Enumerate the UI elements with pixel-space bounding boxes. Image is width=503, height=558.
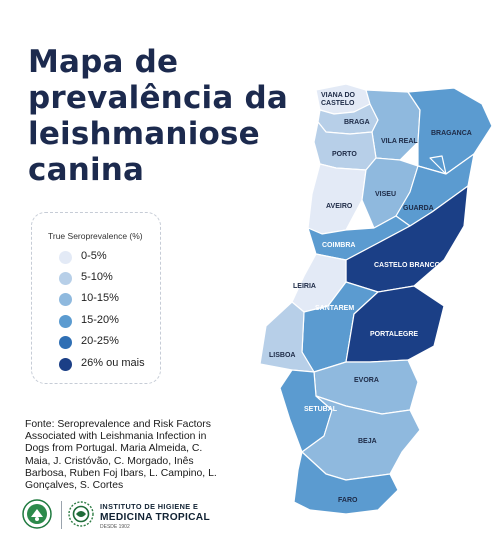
- district-faro[interactable]: [293, 451, 399, 515]
- map-label-setubal: SETUBAL: [304, 406, 338, 413]
- map-label-braga: BRAGA: [344, 119, 370, 126]
- map-label-castelo-branco: CASTELO BRANCO: [374, 262, 441, 269]
- map-label-vila-real: VILA REAL: [381, 138, 418, 145]
- legend-label: 15-20%: [81, 314, 119, 326]
- legend-label: 0-5%: [81, 250, 107, 262]
- legend-swatch: [59, 336, 72, 349]
- legend-swatch: [59, 358, 72, 371]
- legend-label: 20-25%: [81, 335, 119, 347]
- legend: True Seroprevalence (%) 0-5% 5-10% 10-15…: [31, 212, 161, 384]
- map-label-viseu: VISEU: [375, 191, 396, 198]
- source-citation: Fonte: Seroprevalence and Risk Factors A…: [25, 419, 217, 492]
- footer-logos: INSTITUTO DE HIGIENE E MEDICINA TROPICAL…: [22, 497, 222, 537]
- institution-line-2: MEDICINA TROPICAL: [100, 512, 210, 523]
- map-label-faro: FARO: [338, 497, 358, 504]
- map-label-leiria: LEIRIA: [293, 283, 316, 290]
- map-label-braganca: BRAGANCA: [431, 130, 472, 137]
- title-line-4: canina: [28, 152, 145, 188]
- institution-name: INSTITUTO DE HIGIENE E MEDICINA TROPICAL…: [100, 502, 210, 530]
- legend-label: 10-15%: [81, 292, 119, 304]
- map-label-coimbra: COIMBRA: [322, 242, 355, 249]
- title-line-2: prevalência da: [28, 80, 288, 116]
- title-line-3: leishmaniose: [28, 116, 260, 152]
- page-title: Mapa de prevalência da leishmaniose cani…: [28, 44, 288, 188]
- legend-label: 5-10%: [81, 271, 113, 283]
- university-seal-icon: [22, 499, 52, 529]
- legend-swatch: [59, 315, 72, 328]
- legend-swatch: [59, 251, 72, 264]
- map-label-aveiro: AVEIRO: [326, 203, 353, 210]
- map-label-viana-do-castelo: VIANA DO: [321, 92, 356, 99]
- map-label-beja: BEJA: [358, 438, 377, 445]
- logo-separator: [61, 501, 62, 529]
- institution-line-3: DESDE 1902: [100, 524, 130, 530]
- map-label-lisboa: LISBOA: [269, 352, 295, 359]
- map-label-viana-do-castelo: CASTELO: [321, 100, 355, 107]
- legend-swatch: [59, 293, 72, 306]
- map-label-portalegre: PORTALEGRE: [370, 331, 418, 338]
- map-label-porto: PORTO: [332, 151, 357, 158]
- legend-swatch: [59, 272, 72, 285]
- ihmt-logo-icon: [68, 501, 94, 527]
- institution-line-1: INSTITUTO DE HIGIENE E: [100, 502, 199, 511]
- portugal-map: VIANA DO CASTELO BRAGA VILA REAL BRAGANC…: [259, 83, 493, 515]
- legend-label: 26% ou mais: [81, 357, 145, 369]
- title-line-1: Mapa de: [28, 44, 179, 80]
- legend-title: True Seroprevalence (%): [48, 231, 143, 241]
- map-label-santarem: SANTAREM: [315, 305, 354, 312]
- district-aveiro[interactable]: [307, 163, 367, 235]
- map-label-evora: EVORA: [354, 377, 379, 384]
- map-label-guarda: GUARDA: [403, 205, 434, 212]
